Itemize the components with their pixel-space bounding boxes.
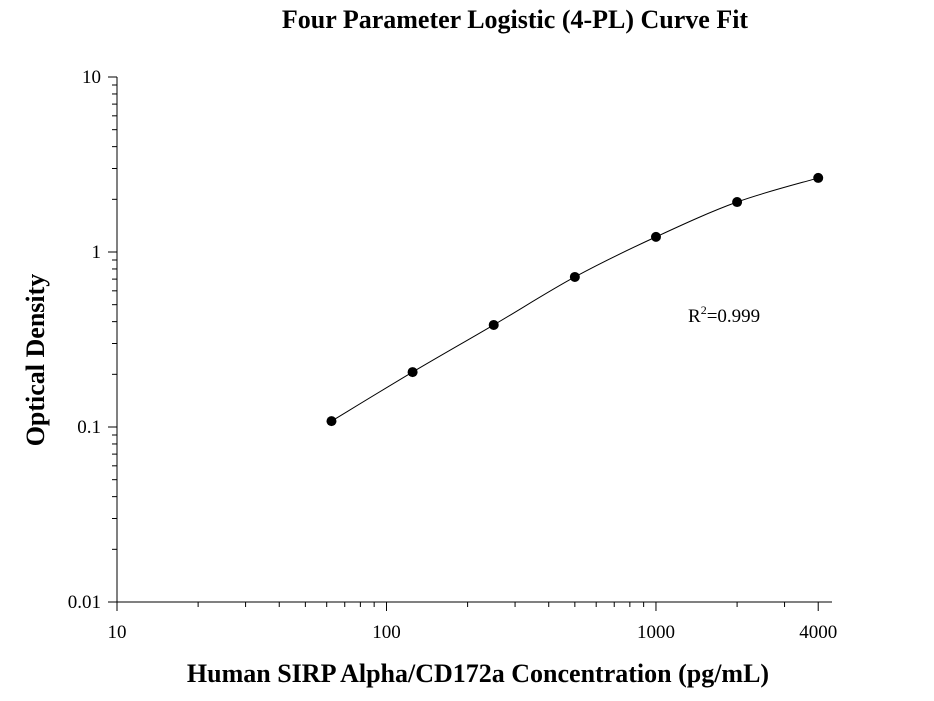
chart-title: Four Parameter Logistic (4-PL) Curve Fit <box>282 5 749 34</box>
data-point <box>650 231 661 242</box>
y-tick-label: 0.01 <box>68 592 101 613</box>
y-tick-label: 1 <box>92 242 102 263</box>
annotation-part: =0.999 <box>707 306 760 327</box>
y-tick-label: 0.1 <box>77 417 101 438</box>
annotation-sup: 2 <box>701 303 707 317</box>
x-tick-label: 100 <box>372 622 401 643</box>
x-tick-label: 4000 <box>799 622 837 643</box>
annotation-part: R <box>688 306 701 327</box>
annotation: R2=0.999 <box>688 303 760 327</box>
x-tick-label: 1000 <box>637 622 675 643</box>
y-tick-label: 10 <box>82 67 101 88</box>
data-point <box>732 197 743 208</box>
data-point <box>569 271 580 282</box>
data-point <box>407 367 418 378</box>
y-axis-label: Optical Density <box>21 274 50 447</box>
data-point <box>813 172 824 183</box>
fit-curve <box>331 177 819 422</box>
data-point <box>326 416 337 427</box>
x-tick-label: 10 <box>108 622 127 643</box>
x-axis-label: Human SIRP Alpha/CD172a Concentration (p… <box>187 659 769 688</box>
data-point <box>488 319 499 330</box>
